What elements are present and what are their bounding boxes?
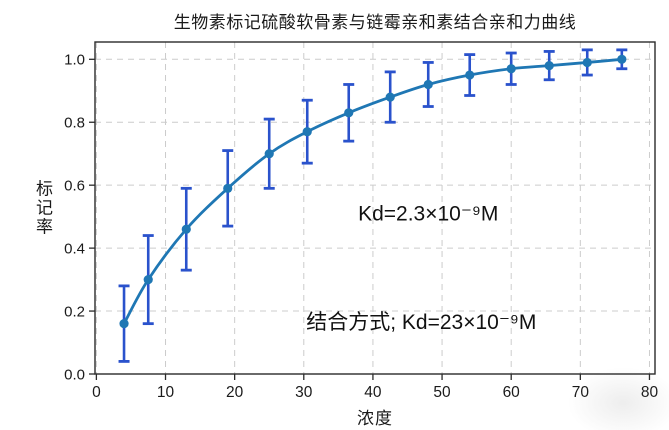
x-tick-label: 70 (572, 384, 590, 401)
y-tick-label: 0.2 (64, 303, 85, 320)
x-tick-label: 50 (433, 384, 451, 401)
x-tick-label: 60 (503, 384, 521, 401)
y-tick-label: 0.4 (64, 240, 85, 257)
data-point-marker (143, 274, 153, 285)
data-point-marker (119, 319, 129, 329)
data-point-marker (264, 149, 274, 159)
plot-border (94, 41, 656, 375)
data-point-marker (582, 57, 592, 68)
x-tick-label: 10 (157, 384, 175, 401)
data-point-marker (385, 92, 395, 102)
data-point-marker (544, 61, 554, 71)
data-point-marker (423, 79, 433, 90)
y-axis-label: 标记率 (33, 179, 52, 237)
x-tick-label: 40 (364, 384, 382, 401)
x-tick-label: 20 (226, 384, 244, 401)
x-tick-label: 30 (295, 384, 313, 401)
kd-annotation-secondary: 结合方式; Kd=23×10⁻⁹M (306, 310, 537, 334)
y-tick-label: 0.8 (64, 114, 85, 131)
data-point-marker (181, 224, 191, 234)
x-tick-label: 0 (92, 384, 101, 401)
kd-annotation-primary: Kd=2.3×10⁻⁹M (358, 202, 499, 225)
chart-title: 生物素标记硫酸软骨素与链霉亲和素结合亲和力曲线 (173, 13, 577, 32)
y-tick-label: 0.6 (64, 177, 85, 194)
data-point-marker (223, 183, 233, 193)
data-point-marker (617, 54, 627, 64)
data-point-marker (344, 108, 354, 118)
x-axis-label: 浓度 (357, 409, 393, 428)
data-point-marker (506, 64, 516, 74)
y-tick-label: 0.0 (64, 366, 85, 383)
data-point-marker (465, 70, 475, 80)
y-tick-label: 1.0 (64, 52, 85, 69)
data-point-marker (302, 127, 312, 137)
x-tick-label: 80 (641, 384, 659, 401)
